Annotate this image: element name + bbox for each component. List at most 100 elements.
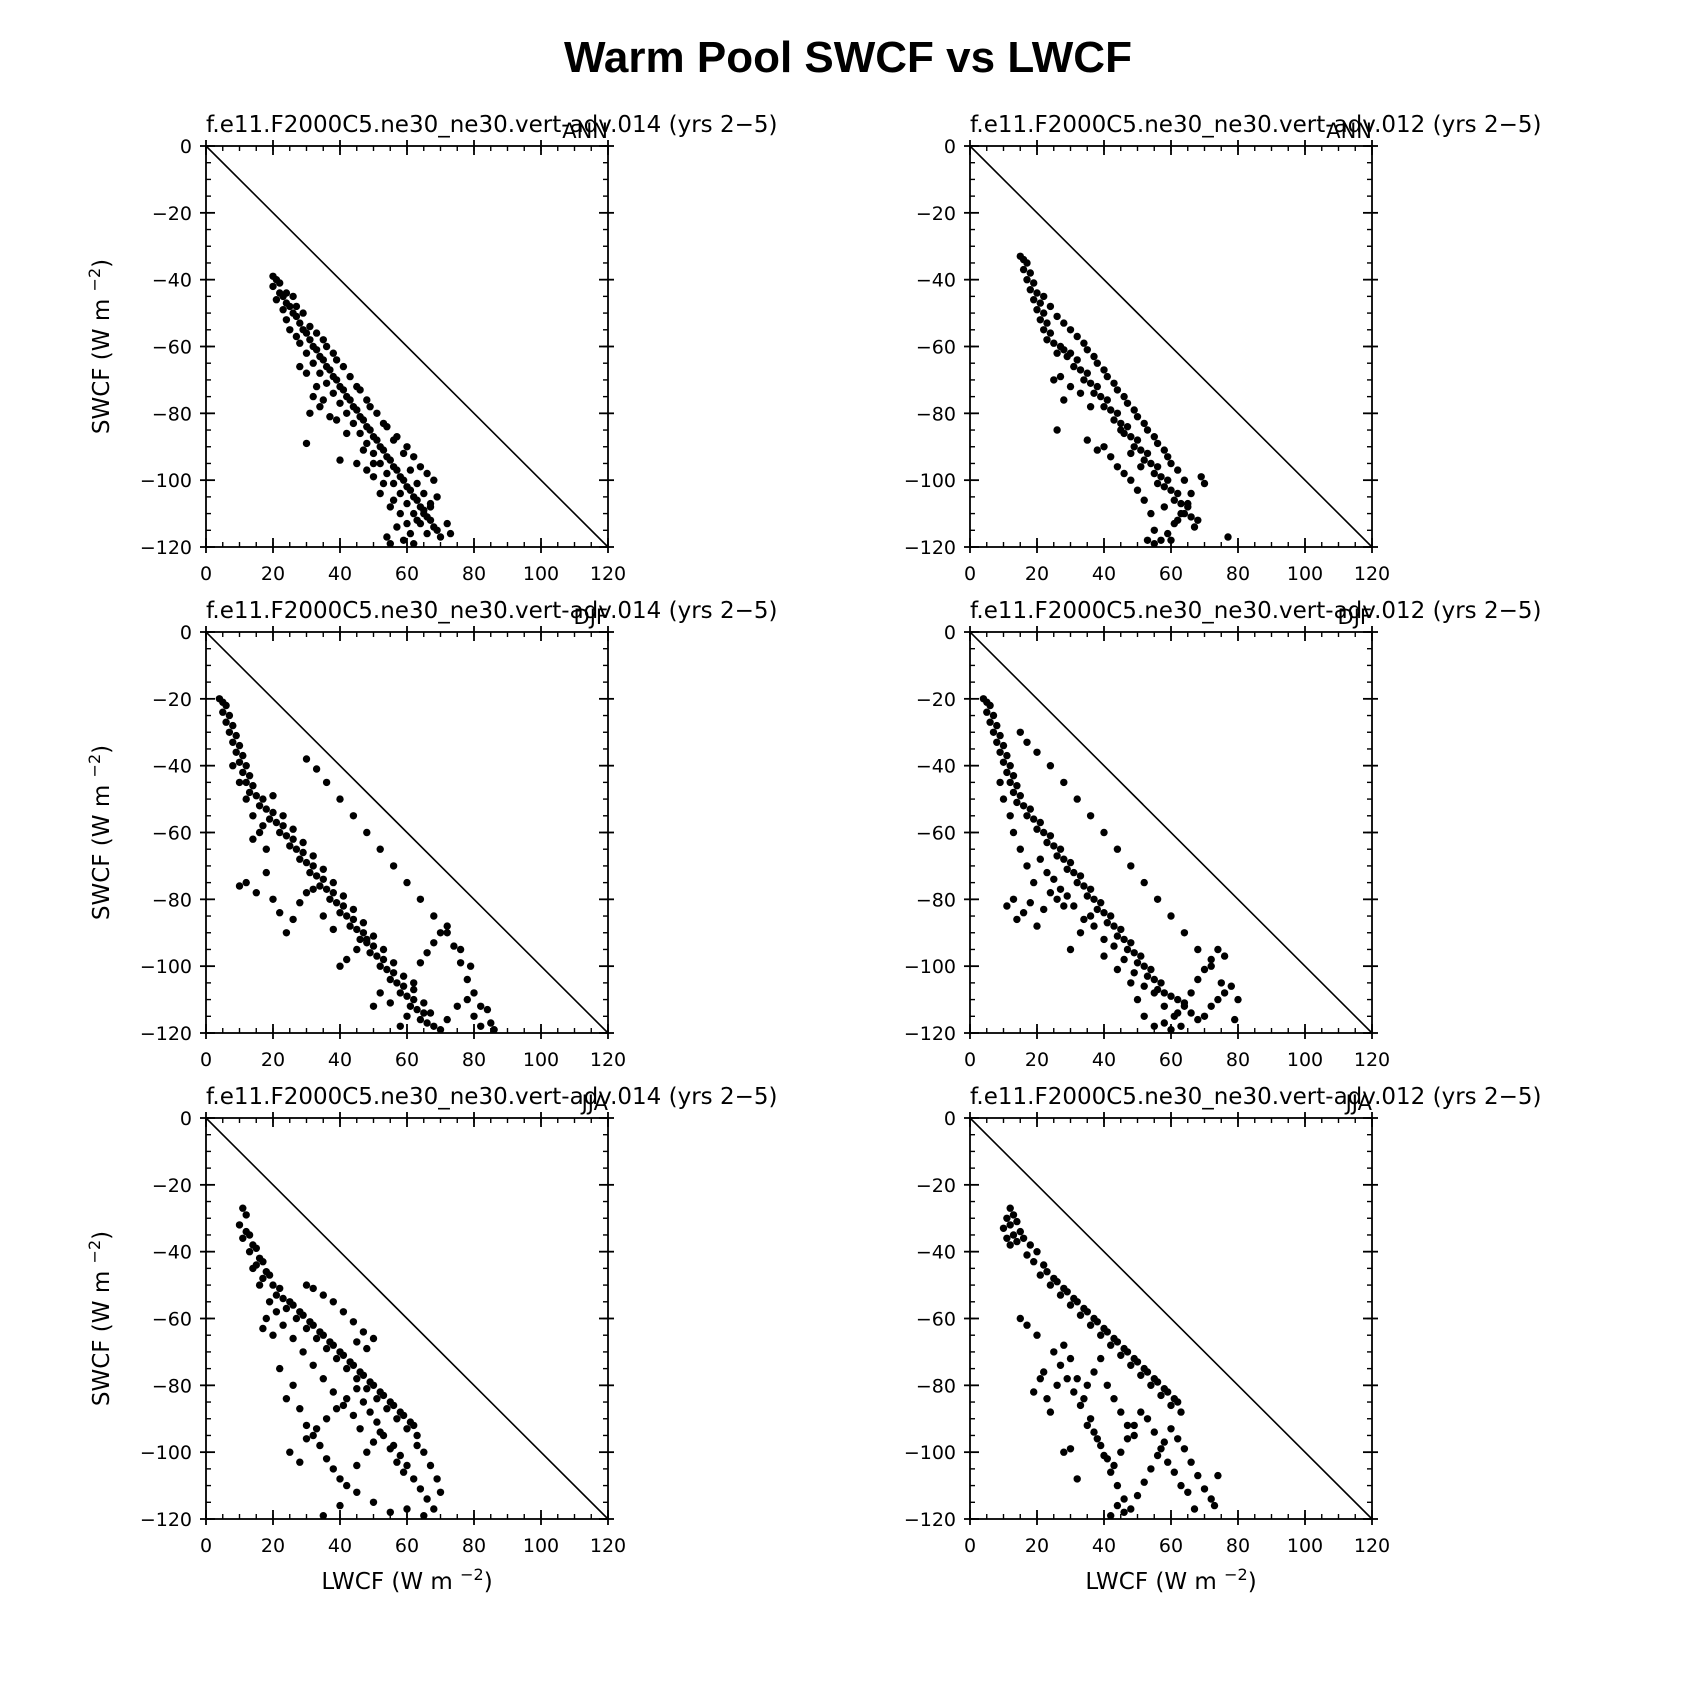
scatter-point [1160,483,1169,491]
scatter-point [299,309,307,317]
scatter-point [410,540,418,548]
scatter-point [1197,473,1205,481]
scatter-point [235,758,244,766]
scatter-point [430,476,438,484]
scatter-point [292,1314,301,1323]
scatter-point [359,446,368,454]
scatter-point [1073,332,1081,341]
scatter-point [1167,912,1175,920]
scatter-point [1083,436,1092,444]
scatter-point [353,925,361,934]
scatter-point [989,728,998,736]
scatter-point [1150,433,1159,441]
scatter-point [1033,1248,1041,1256]
scatter-point [359,416,368,424]
scatter-point [1036,855,1045,863]
scatter-point [319,336,327,344]
scatter-point [309,359,317,367]
scatter-point [363,439,371,448]
one-to-one-line [969,145,1373,548]
scatter-point [1070,362,1078,371]
scatter-point [1080,915,1088,924]
scatter-point [1207,962,1215,970]
scatter-point [1086,812,1095,820]
x-tick-label: 20 [1025,563,1049,585]
scatter-point [1030,1258,1038,1266]
one-to-one-line [205,631,609,1034]
scatter-point [292,845,301,853]
scatter-point [242,795,250,803]
scatter-point [399,1411,408,1420]
scatter-point [339,892,348,900]
scatter-point [456,959,465,967]
scatter-point [269,1331,277,1339]
scatter-point [1160,1438,1169,1446]
scatter-point [252,889,260,897]
scatter-point [999,1224,1008,1233]
scatter-point [413,496,421,504]
scatter-point [1097,1441,1105,1450]
y-tick-label: 0 [944,622,956,644]
scatter-point [359,1371,368,1380]
scatter-point [410,1475,418,1483]
scatter-point [426,499,435,508]
scatter-point [406,486,415,494]
scatter-point [396,1022,404,1030]
scatter-point [1009,772,1018,780]
scatter-point [373,409,381,417]
x-tick-label: 60 [1159,1049,1183,1071]
y-tick-label: −100 [140,470,192,492]
scatter-point [349,812,358,820]
scatter-point [272,1291,281,1299]
scatter-point [1177,499,1185,508]
scatter-point [1110,1461,1118,1470]
scatter-point [1157,1445,1165,1453]
scatter-point [1167,1401,1175,1410]
scatter-point [369,932,378,940]
scatter-point [433,493,441,501]
x-tick-label: 60 [395,1535,419,1557]
scatter-point [379,479,388,488]
plot-frame [205,631,609,1034]
one-to-one-line [969,1117,1373,1520]
scatter-point [1143,536,1152,544]
scatter-point [1066,1301,1075,1309]
scatter-point [1023,1321,1031,1329]
scatter-point [1073,1298,1081,1306]
scatter-point [1117,925,1125,934]
scatter-point [343,1481,351,1490]
panel-title: f.e11.F2000C5.ne30_ne30.vert-adv.014 (yr… [206,1084,777,1110]
scatter-point [309,852,317,860]
scatter-point [1060,778,1068,787]
scatter-point [1066,349,1075,357]
scatter-point [413,479,421,488]
scatter-point [1127,1505,1135,1513]
scatter-point [1184,499,1192,508]
scatter-point [289,292,297,301]
scatter-point [366,426,374,434]
scatter-point [356,386,364,394]
scatter-point [373,1395,381,1403]
x-tick-label: 100 [1287,563,1323,585]
scatter-point [349,915,358,924]
scatter-point [312,1425,321,1433]
scatter-point [1140,878,1148,887]
scatter-point [1030,296,1038,304]
scatter-point [1147,459,1155,468]
scatter-point [262,868,270,877]
scatter-point [1066,945,1075,954]
scatter-point [316,369,324,377]
scatter-point [1123,1421,1132,1430]
scatter-point [1083,346,1092,354]
scatter-point [1113,1501,1122,1510]
scatter-point [1110,416,1118,424]
scatter-point [319,396,327,404]
scatter-point [1157,473,1165,481]
scatter-point [1060,902,1068,910]
scatter-point [1050,842,1058,850]
scatter-point [477,1022,485,1030]
scatter-point [312,765,321,773]
scatter-point [423,469,431,478]
scatter-point [369,459,378,468]
